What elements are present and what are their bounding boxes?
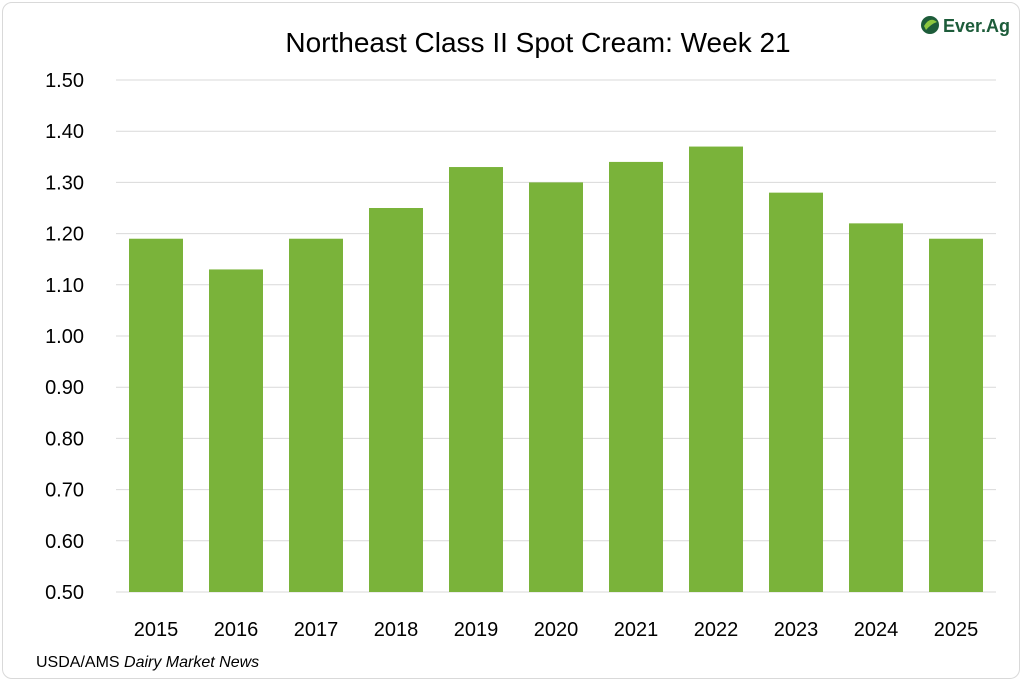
source-note: USDA/AMS Dairy Market News xyxy=(36,654,259,671)
y-tick-label: 1.50 xyxy=(45,70,84,92)
y-tick-label: 1.00 xyxy=(45,326,84,348)
x-tick-label: 2016 xyxy=(214,619,259,641)
bar-2016 xyxy=(209,269,263,592)
bar-2024 xyxy=(849,223,903,593)
x-tick-label: 2024 xyxy=(854,619,899,641)
x-tick-label: 2022 xyxy=(694,619,739,641)
y-tick-label: 0.50 xyxy=(45,582,84,604)
y-tick-label: 0.90 xyxy=(45,377,84,399)
bars xyxy=(129,146,983,593)
y-axis-ticks: 0.50 0.60 0.70 0.80 0.90 1.00 1.10 1.20 1.30 1.40… xyxy=(45,70,84,604)
x-axis-ticks: 2015 2016 2017 2018 2019 2020 2021 2022 2023 2024… xyxy=(134,619,979,641)
brand-logo-text: Ever.Ag xyxy=(943,16,1010,36)
bar-2017 xyxy=(289,238,343,592)
y-tick-label: 0.70 xyxy=(45,480,84,502)
bar-2015 xyxy=(129,238,183,592)
y-tick-label: 1.10 xyxy=(45,275,84,297)
bar-2021 xyxy=(609,161,663,593)
source-publication: Dairy Market News xyxy=(124,654,259,671)
bar-2025 xyxy=(929,238,983,592)
bar-2019 xyxy=(449,167,503,593)
ever-ag-leaf-icon xyxy=(921,16,939,34)
chart-title: Northeast Class II Spot Cream: Week 21 xyxy=(285,27,790,58)
x-tick-label: 2023 xyxy=(774,619,819,641)
x-tick-label: 2015 xyxy=(134,619,179,641)
source-prefix: USDA/AMS xyxy=(36,654,124,671)
x-tick-label: 2021 xyxy=(614,619,659,641)
bar-2020 xyxy=(529,182,583,592)
y-tick-label: 1.30 xyxy=(45,172,84,194)
y-tick-label: 1.40 xyxy=(45,121,84,143)
x-tick-label: 2017 xyxy=(294,619,339,641)
bar-2023 xyxy=(769,192,823,592)
x-tick-label: 2025 xyxy=(934,619,979,641)
brand-logo: Ever.Ag xyxy=(921,16,1010,36)
y-tick-label: 0.80 xyxy=(45,428,84,450)
x-tick-label: 2018 xyxy=(374,619,419,641)
bar-2022 xyxy=(689,146,743,592)
x-tick-label: 2019 xyxy=(454,619,499,641)
y-tick-label: 0.60 xyxy=(45,531,84,553)
y-tick-label: 1.20 xyxy=(45,224,84,246)
bar-2018 xyxy=(369,208,423,592)
x-tick-label: 2020 xyxy=(534,619,579,641)
